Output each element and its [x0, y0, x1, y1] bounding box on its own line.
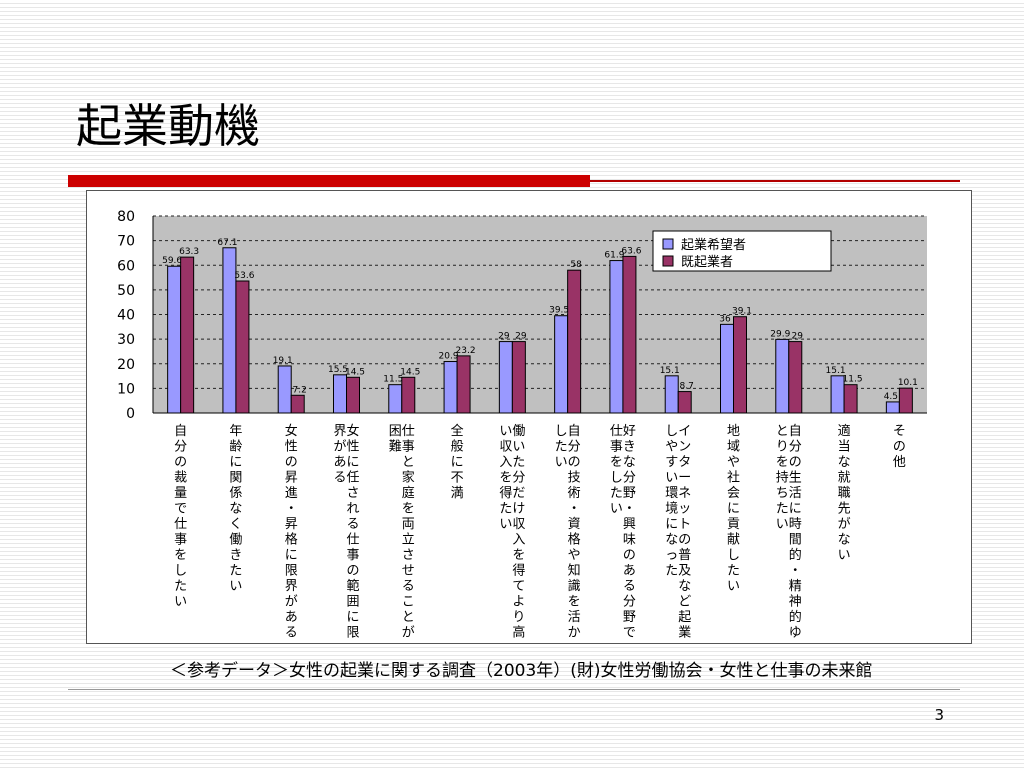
- data-label: 36: [719, 314, 731, 324]
- bar-series1: [554, 315, 569, 414]
- data-label: 29: [515, 332, 527, 342]
- bar-series1: [609, 260, 624, 414]
- source-note: ＜参考データ＞女性の起業に関する調査（2003年）(財)女性労働協会・女性と仕事…: [170, 661, 873, 681]
- bar-series2: [622, 255, 637, 414]
- y-tick-label: 60: [117, 258, 135, 274]
- data-label: 23.2: [456, 346, 476, 356]
- bar-series2: [511, 341, 526, 414]
- y-tick-label: 10: [117, 381, 135, 397]
- data-label: 53.6: [234, 271, 254, 281]
- y-tick-label: 30: [117, 332, 135, 348]
- legend-label: 既起業者: [681, 254, 733, 270]
- x-tick-label: 全般に不満: [451, 423, 464, 501]
- bar-series1: [277, 365, 292, 414]
- data-label: 63.6: [621, 246, 641, 256]
- bar-series2: [456, 355, 471, 414]
- x-tick-label: 働いた分だけ収入を得てより高い収入を得たい: [499, 424, 525, 641]
- bar-series1: [720, 323, 734, 414]
- data-label: 29.9: [770, 329, 790, 339]
- bar-series1: [775, 338, 790, 414]
- title-underline: [68, 175, 590, 187]
- x-tick-label: 自分の裁量で仕事をしたい: [174, 424, 187, 610]
- bar-series2: [677, 391, 692, 414]
- x-tick-label: 年齢に関係なく働きたい: [229, 424, 242, 594]
- data-label: 11.5: [843, 375, 863, 385]
- x-tick-label: インターネットの普及など起業しやすい環境になった: [665, 424, 691, 641]
- y-tick-label: 0: [126, 406, 135, 422]
- data-label: 19.1: [273, 356, 293, 366]
- data-label: 10.1: [898, 378, 918, 388]
- bar-series1: [443, 361, 458, 414]
- data-label: 15.1: [660, 366, 680, 376]
- y-tick-label: 70: [117, 234, 135, 250]
- bar-series2: [898, 387, 913, 414]
- data-label: 20.9: [439, 352, 459, 362]
- data-label: 59.6: [162, 256, 182, 266]
- legend-box: [652, 230, 832, 272]
- legend-swatch: [662, 238, 674, 250]
- slide-title: 起業動機: [76, 99, 260, 153]
- title-rule: [590, 180, 960, 182]
- bar-series2: [290, 394, 305, 414]
- data-label: 39.1: [732, 307, 752, 317]
- bar-series1: [333, 374, 347, 414]
- footer-rule: [68, 689, 960, 690]
- x-tick-label: 女性に任される仕事の範囲に限界がある: [333, 423, 359, 641]
- y-tick-label: 20: [117, 357, 135, 373]
- bar-series2: [733, 316, 747, 414]
- data-label: 4.5: [884, 392, 898, 402]
- y-tick-label: 50: [117, 283, 135, 299]
- bar-series2: [567, 269, 582, 414]
- data-label: 67.1: [217, 238, 237, 248]
- x-tick-label: 自分の生活に時間的・精神的ゆとりを持ちたい: [776, 424, 802, 641]
- data-label: 63.3: [179, 247, 199, 257]
- y-tick-label: 40: [117, 308, 135, 324]
- x-tick-label: 女性の昇進・昇格に限界がある: [285, 423, 298, 641]
- data-label: 14.5: [400, 367, 420, 377]
- x-tick-label: その他: [893, 424, 906, 470]
- y-tick-label: 80: [117, 209, 135, 225]
- data-label: 11.5: [383, 375, 403, 385]
- chart-frame: 0 10 20 30 40 50 60 70 80 59.6 67.1 19.1 15.5 11.5 20.…: [86, 190, 972, 644]
- bar-series1: [167, 265, 182, 414]
- x-tick-label: 適当な就職先がない: [838, 423, 851, 563]
- bar-chart: 0 10 20 30 40 50 60 70 80 59.6 67.1 19.1 15.5 11.5 20.…: [117, 209, 927, 641]
- data-label: 58: [570, 260, 582, 270]
- data-label: 39.5: [549, 306, 569, 316]
- data-label: 15.1: [826, 366, 846, 376]
- bar-series1: [498, 341, 513, 414]
- data-label: 61.9: [604, 251, 624, 261]
- data-label: 8.7: [680, 382, 694, 392]
- page-number: 3: [934, 706, 944, 724]
- data-label: 7.2: [293, 385, 307, 395]
- x-tick-label: 地域や社会に貢献したい: [727, 424, 740, 594]
- bar-series2: [401, 376, 416, 414]
- x-tick-label: 好きな分野・興味のある分野で仕事をしたい: [610, 424, 636, 641]
- bar-series1: [388, 384, 403, 414]
- bar-series2: [346, 376, 360, 414]
- data-label: 14.5: [345, 367, 365, 377]
- legend-label: 起業希望者: [681, 237, 746, 253]
- bar-series2: [843, 384, 858, 414]
- bar-series2: [235, 280, 250, 414]
- x-tick-label: 自分の技術・資格や知識を活かしたい: [555, 424, 581, 641]
- bar-series1: [664, 375, 679, 414]
- data-label: 15.5: [328, 365, 348, 375]
- data-label: 29: [792, 332, 804, 342]
- bar-series1: [885, 401, 900, 414]
- bar-series2: [788, 341, 803, 414]
- x-tick-label: 仕事と家庭を両立させることが困難: [389, 424, 415, 641]
- bar-series2: [180, 256, 195, 414]
- legend-swatch: [662, 255, 674, 267]
- data-label: 29: [498, 332, 510, 342]
